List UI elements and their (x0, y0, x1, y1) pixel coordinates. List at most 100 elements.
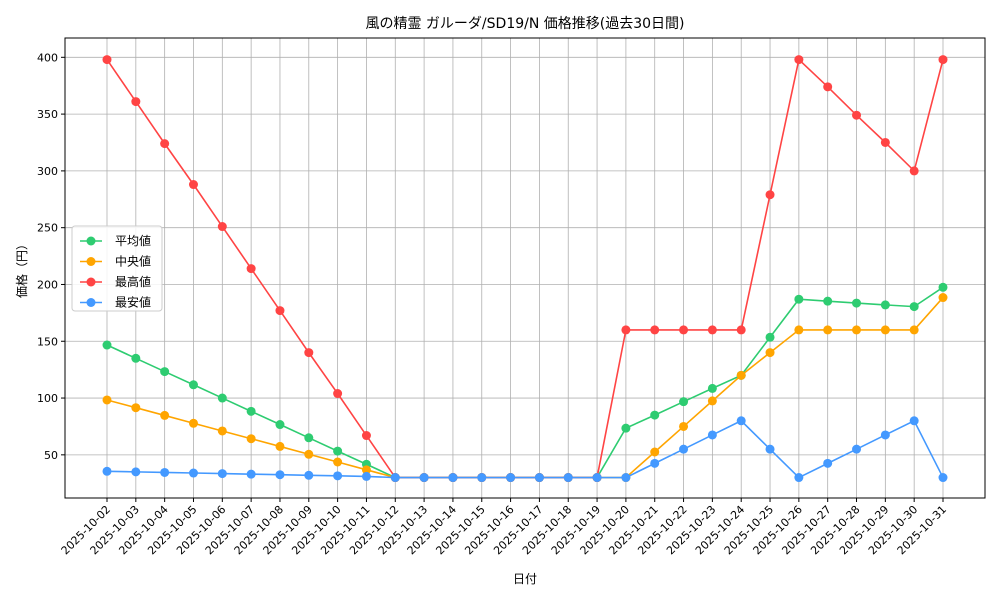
data-point (275, 441, 285, 451)
data-point (736, 416, 746, 426)
data-point (246, 434, 256, 444)
data-point (246, 264, 256, 274)
data-point (188, 180, 198, 190)
data-point (448, 473, 458, 483)
legend-label: 平均値 (115, 233, 151, 248)
grid (65, 38, 985, 498)
legend-marker (86, 236, 96, 246)
y-tick-label: 400 (37, 51, 58, 64)
data-point (592, 473, 602, 483)
data-point (534, 473, 544, 483)
data-point (160, 410, 170, 420)
data-point (102, 340, 112, 350)
data-point (563, 473, 573, 483)
data-point (102, 395, 112, 405)
data-point (794, 473, 804, 483)
legend-marker (86, 257, 96, 266)
data-point (477, 473, 487, 483)
series-line-0 (106, 286, 944, 479)
data-point (852, 325, 862, 335)
data-point (361, 471, 371, 481)
data-point (679, 421, 689, 431)
legend-box (71, 225, 163, 312)
data-point (794, 294, 804, 304)
data-point (160, 367, 170, 377)
data-point (823, 296, 833, 306)
data-point (102, 55, 112, 65)
data-point (938, 55, 948, 65)
y-tick-label: 100 (37, 392, 58, 405)
data-point (131, 467, 141, 477)
y-tick-label: 350 (37, 108, 58, 121)
data-point (333, 389, 343, 399)
data-point (909, 416, 919, 426)
y-tick-label: 200 (37, 278, 58, 291)
data-point (852, 298, 862, 308)
data-point (909, 325, 919, 335)
legend-label: 最高値 (115, 274, 151, 289)
data-point (217, 469, 227, 479)
data-point (736, 370, 746, 380)
data-point (246, 469, 256, 479)
data-point (102, 466, 112, 476)
data-point (880, 137, 890, 147)
data-point (506, 473, 516, 483)
data-point (304, 449, 314, 459)
data-point (217, 222, 227, 232)
data-point (621, 325, 631, 335)
y-tick-label: 50 (44, 449, 58, 462)
legend-label: 中央値 (115, 254, 151, 269)
legend-label: 最安値 (115, 295, 151, 310)
data-point (823, 325, 833, 335)
data-point (131, 403, 141, 413)
data-point (880, 325, 890, 335)
data-point (650, 410, 660, 420)
y-axis-label: 価格（円） (14, 238, 29, 298)
data-point (188, 468, 198, 478)
data-point (160, 467, 170, 477)
data-point (909, 166, 919, 176)
data-point (217, 426, 227, 436)
data-point (765, 332, 775, 342)
data-point (419, 473, 429, 483)
data-point (275, 420, 285, 430)
data-point (880, 430, 890, 440)
data-point (621, 473, 631, 483)
data-point (707, 396, 717, 406)
data-point (188, 418, 198, 428)
x-axis: 2025-10-022025-10-032025-10-042025-10-05… (59, 498, 949, 557)
data-point (736, 325, 746, 335)
x-axis-label: 日付 (513, 572, 537, 586)
data-point (938, 282, 948, 292)
data-point (679, 397, 689, 407)
data-point (621, 423, 631, 433)
data-point (679, 325, 689, 335)
data-point (794, 55, 804, 65)
data-point (361, 431, 371, 441)
data-point (160, 139, 170, 149)
data-point (246, 406, 256, 416)
series-line-3 (106, 419, 944, 479)
data-point (390, 473, 400, 483)
data-point (880, 300, 890, 310)
data-point (333, 457, 343, 467)
data-point (304, 470, 314, 480)
data-point (938, 293, 948, 303)
data-point (333, 471, 343, 481)
data-point (823, 458, 833, 468)
data-point (304, 433, 314, 443)
y-tick-label: 250 (37, 222, 58, 235)
data-point (275, 470, 285, 480)
data-point (765, 190, 775, 200)
data-point (650, 325, 660, 335)
data-point (188, 380, 198, 390)
y-axis: 50 100 150 200 250 300 350 400 (37, 51, 65, 462)
legend-marker (86, 277, 96, 287)
data-point (765, 444, 775, 454)
data-point (131, 353, 141, 363)
data-point (852, 110, 862, 120)
data-point (823, 82, 833, 92)
data-point (707, 430, 717, 440)
data-point (938, 473, 948, 483)
